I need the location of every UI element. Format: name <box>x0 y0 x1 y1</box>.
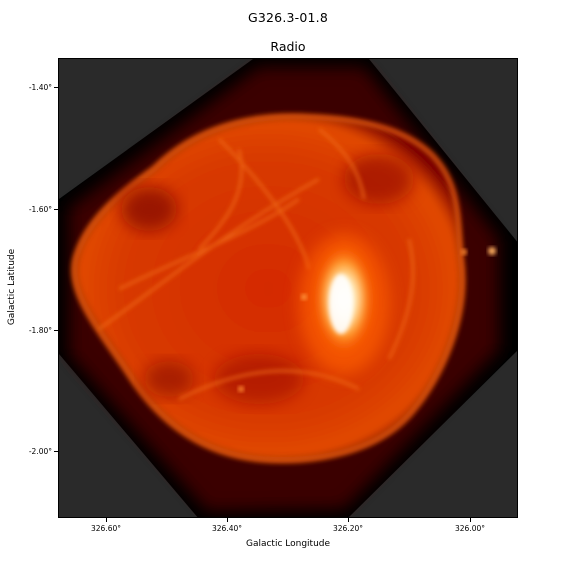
point-source <box>461 249 467 255</box>
ytick-label: -1.80° <box>28 326 52 335</box>
ytick-mark <box>54 451 58 452</box>
xtick-mark <box>106 518 107 522</box>
ytick-label: -1.60° <box>28 205 52 214</box>
xtick-mark <box>348 518 349 522</box>
point-source <box>238 386 244 392</box>
xtick-mark <box>227 518 228 522</box>
xtick-label: 326.40° <box>212 524 242 533</box>
xtick-label: 326.00° <box>455 524 485 533</box>
xtick-label: 326.60° <box>91 524 121 533</box>
ytick-mark <box>54 87 58 88</box>
point-source <box>301 294 307 300</box>
radio-image-panel <box>58 58 518 518</box>
xtick-mark <box>470 518 471 522</box>
ytick-label: -2.00° <box>28 447 52 456</box>
ytick-label: -1.40° <box>28 83 52 92</box>
panel-title: Radio <box>270 39 306 54</box>
x-axis-label: Galactic Longitude <box>245 539 331 549</box>
ytick-mark <box>54 330 58 331</box>
pulsar-wind-nebula <box>299 234 389 374</box>
point-source <box>488 247 496 255</box>
figure-title: G326.3-01.8 <box>247 10 328 25</box>
radio-image <box>59 59 517 517</box>
ytick-mark <box>54 209 58 210</box>
xtick-label: 326.20° <box>333 524 363 533</box>
snr-filaments <box>98 127 415 401</box>
y-axis-label: Galactic Latitude <box>7 248 17 326</box>
